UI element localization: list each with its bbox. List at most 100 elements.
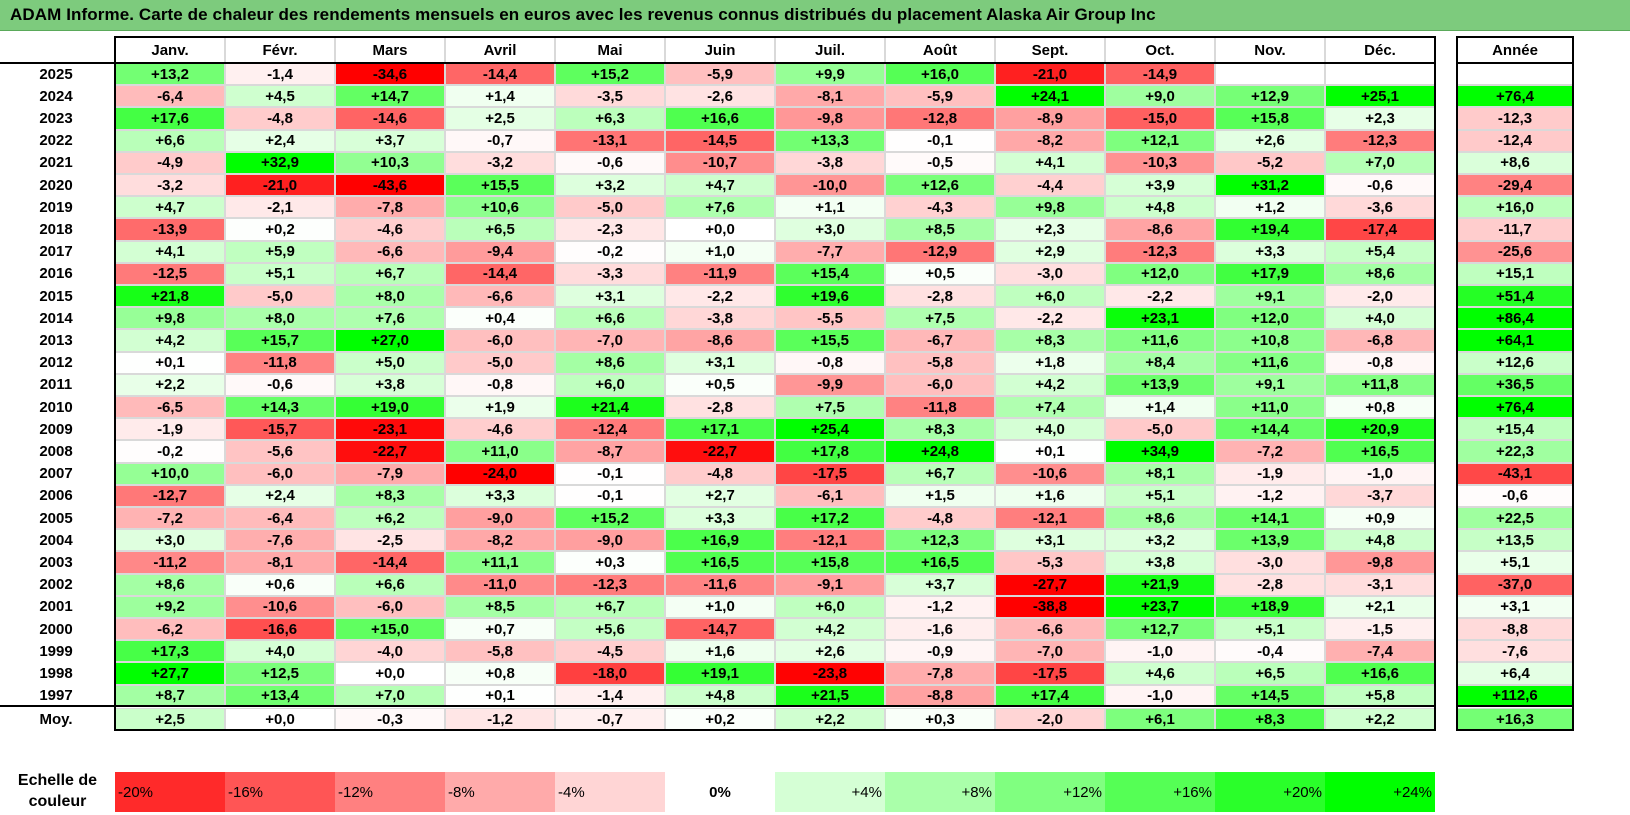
heatmap-cell: -6,5 (115, 396, 225, 419)
month-header: Mars (335, 37, 445, 63)
heatmap-cell: +2,1 (1325, 595, 1435, 618)
heatmap-cell: +24,8 (885, 440, 995, 463)
heatmap-cell: +12,6 (885, 174, 995, 197)
heatmap-cell: -0,1 (555, 484, 665, 507)
heatmap-cell: +3,0 (775, 218, 885, 241)
heatmap-cell: -5,6 (225, 440, 335, 463)
heatmap-cell: -5,9 (885, 85, 995, 108)
heatmap-cell: +2,3 (1325, 107, 1435, 130)
heatmap-cell: +0,8 (1325, 396, 1435, 419)
heatmap-cell: -8,1 (775, 85, 885, 108)
heatmap-cell: -2,8 (665, 396, 775, 419)
heatmap-cell: +17,1 (665, 418, 775, 441)
heatmap-cell: -1,4 (225, 63, 335, 86)
heatmap-cell: +3,3 (1215, 240, 1325, 263)
month-header: Avril (445, 37, 555, 63)
heatmap-cell: +4,0 (995, 418, 1105, 441)
heatmap-cell: -38,8 (995, 595, 1105, 618)
heatmap-cell: -0,9 (885, 640, 995, 663)
heatmap-cell: -18,0 (555, 662, 665, 685)
heatmap-cell: -14,4 (335, 551, 445, 574)
annual-cell: -0,6 (1457, 484, 1573, 507)
heatmap-cell: +2,2 (115, 373, 225, 396)
heatmap-cell: -11,9 (665, 262, 775, 285)
heatmap-cell: +21,4 (555, 396, 665, 419)
scale-step: -12% (335, 772, 445, 812)
heatmap-cell: -17,5 (775, 462, 885, 485)
heatmap-cell: -6,4 (225, 507, 335, 530)
heatmap-cell: -12,4 (555, 418, 665, 441)
heatmap-cell: -6,6 (995, 618, 1105, 641)
heatmap-cell: -1,2 (1215, 484, 1325, 507)
heatmap-cell: +3,0 (115, 529, 225, 552)
heatmap-cell: -7,0 (555, 329, 665, 352)
heatmap-cell: +4,8 (1105, 196, 1215, 219)
annual-cell: +76,4 (1457, 85, 1573, 108)
heatmap-cell: +19,0 (335, 396, 445, 419)
heatmap-cell: +8,1 (1105, 462, 1215, 485)
heatmap-cell: -9,8 (1325, 551, 1435, 574)
heatmap-cell: +8,3 (995, 329, 1105, 352)
heatmap-cell: -1,9 (1215, 462, 1325, 485)
heatmap-cell: +5,1 (1105, 484, 1215, 507)
year-label: 1998 (39, 664, 73, 682)
annual-average-divider (1457, 705, 1573, 707)
scale-step: +4% (775, 772, 885, 812)
heatmap-cell: +0,5 (885, 262, 995, 285)
heatmap-cell: -2,2 (665, 285, 775, 308)
heatmap-cell: -12,3 (1325, 129, 1435, 152)
scale-step: +16% (1105, 772, 1215, 812)
heatmap-cell: +5,9 (225, 240, 335, 263)
heatmap-cell: +1,5 (885, 484, 995, 507)
heatmap-cell: -12,7 (115, 484, 225, 507)
heatmap-cell: +12,0 (1215, 307, 1325, 330)
heatmap-cell: -14,6 (335, 107, 445, 130)
heatmap-cell: -6,0 (445, 329, 555, 352)
heatmap-cell: -9,0 (555, 529, 665, 552)
heatmap-cell: +15,2 (555, 63, 665, 86)
heatmap-cell: +8,0 (225, 307, 335, 330)
heatmap-cell: +6,6 (115, 129, 225, 152)
heatmap-cell: +17,8 (775, 440, 885, 463)
average-label: Moy. (39, 710, 73, 728)
scale-step: +8% (885, 772, 995, 812)
year-label: 2019 (39, 198, 73, 216)
heatmap-cell: -4,8 (225, 107, 335, 130)
heatmap-cell: +1,2 (1215, 196, 1325, 219)
heatmap-cell: -6,2 (115, 618, 225, 641)
heatmap-cell: +12,3 (885, 529, 995, 552)
heatmap-cell: +13,9 (1215, 529, 1325, 552)
heatmap-cell: -1,0 (1105, 640, 1215, 663)
heatmap-cell: -22,7 (335, 440, 445, 463)
heatmap-cell: +24,1 (995, 85, 1105, 108)
heatmap-cell: +31,2 (1215, 174, 1325, 197)
heatmap-cell: -10,0 (775, 174, 885, 197)
heatmap-cell: -8,2 (995, 129, 1105, 152)
heatmap-cell: +4,0 (1325, 307, 1435, 330)
annual-cell: -7,6 (1457, 640, 1573, 663)
heatmap-cell: +0,6 (225, 573, 335, 596)
heatmap-cell: +2,6 (775, 640, 885, 663)
month-header: Déc. (1325, 37, 1435, 63)
heatmap-cell: +14,1 (1215, 507, 1325, 530)
heatmap-cell: +0,3 (555, 551, 665, 574)
heatmap-cell: +12,7 (1105, 618, 1215, 641)
annual-cell: +51,4 (1457, 285, 1573, 308)
heatmap-cell: -5,3 (995, 551, 1105, 574)
heatmap-cell: +7,0 (335, 684, 445, 707)
year-label: 2011 (39, 376, 73, 394)
heatmap-cell: -0,8 (775, 351, 885, 374)
year-label: 2020 (39, 176, 73, 194)
heatmap-cell: -3,6 (1325, 196, 1435, 219)
heatmap-cell: -2,1 (225, 196, 335, 219)
heatmap-cell: -7,2 (1215, 440, 1325, 463)
heatmap-cell: -3,8 (775, 151, 885, 174)
heatmap-cell: +3,8 (1105, 551, 1215, 574)
heatmap-cell: -27,7 (995, 573, 1105, 596)
heatmap-cell: -3,7 (1325, 484, 1435, 507)
heatmap-cell: +14,5 (1215, 684, 1325, 707)
heatmap-cell: -24,0 (445, 462, 555, 485)
heatmap-cell: +16,6 (665, 107, 775, 130)
heatmap-cell: +1,0 (665, 595, 775, 618)
annual-cell: -43,1 (1457, 462, 1573, 485)
